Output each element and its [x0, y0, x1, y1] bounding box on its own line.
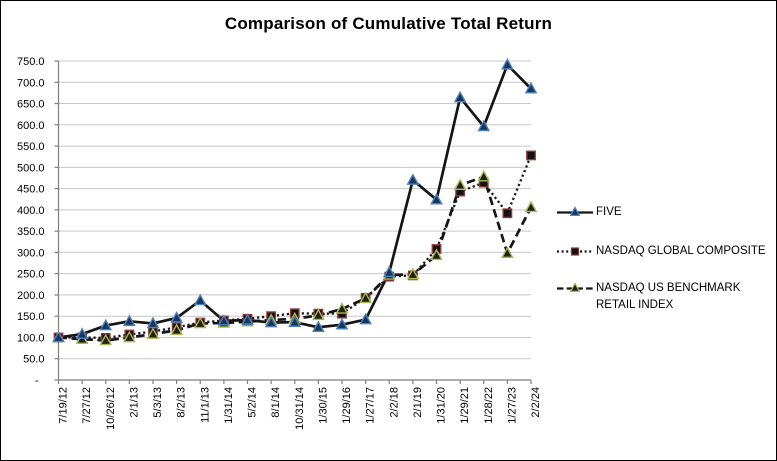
y-axis-tick-label: 50.0 — [23, 354, 44, 366]
square-marker — [526, 150, 536, 161]
triangle-marker — [430, 192, 443, 205]
triangle-marker — [99, 318, 113, 331]
triangle-marker — [359, 312, 373, 325]
square-marker — [502, 208, 513, 219]
y-axis-tick-label: 600.0 — [17, 120, 45, 132]
y-axis-tick-label: 700.0 — [17, 77, 45, 89]
dashed-line-triangle-marker-icon — [557, 282, 593, 292]
triangle-marker — [193, 293, 207, 306]
x-axis-tick-label: 7/27/12 — [81, 387, 93, 424]
triangle-marker — [122, 330, 136, 343]
legend-label: NASDAQ GLOBAL COMPOSITE — [596, 245, 766, 257]
x-axis-tick-label: 5/3/13 — [152, 387, 164, 418]
y-axis-tick-label: - — [35, 375, 39, 387]
legend-label: NASDAQ US BENCHMARK RETAIL INDEX — [596, 282, 741, 311]
solid-line-triangle-marker-icon — [557, 206, 593, 216]
chart-title: Comparison of Cumulative Total Return — [224, 14, 553, 33]
triangle-marker — [52, 330, 65, 343]
y-axis-tick-label: 300.0 — [17, 247, 45, 259]
x-axis-tick-label: 7/19/12 — [58, 387, 70, 424]
triangle-marker — [288, 315, 302, 327]
x-axis-tick-label: 1/31/14 — [223, 387, 235, 424]
triangle-marker — [477, 119, 491, 132]
x-axis-tick-label: 1/31/20 — [436, 387, 448, 424]
triangle-marker — [122, 314, 136, 327]
triangle-marker — [241, 313, 254, 325]
triangle-marker — [335, 317, 349, 330]
x-axis-tick-label: 8/1/14 — [270, 387, 282, 418]
x-axis-tick-label: 1/29/16 — [341, 387, 353, 424]
x-axis-tick-label: 1/30/15 — [317, 387, 329, 424]
triangle-marker — [264, 315, 278, 328]
triangle-marker — [524, 200, 538, 213]
triangle-marker — [453, 90, 467, 103]
x-axis-tick-label: 2/1/13 — [128, 387, 140, 418]
y-axis-tick-label: 500.0 — [17, 162, 45, 174]
triangle-marker — [406, 173, 420, 185]
y-axis-tick-label: 400.0 — [17, 205, 45, 217]
y-axis-tick-label: 150.0 — [17, 311, 45, 323]
x-axis-tick-label: 1/27/23 — [506, 387, 518, 424]
triangle-marker — [146, 327, 160, 339]
y-axis-tick-label: 250.0 — [17, 269, 45, 281]
triangle-marker — [311, 320, 325, 333]
y-axis-tick-label: 750.0 — [17, 56, 45, 68]
x-axis-tick-label: 5/2/14 — [247, 387, 259, 418]
triangle-marker — [500, 246, 514, 259]
y-axis-tick-label: 650.0 — [17, 99, 45, 111]
triangle-marker — [359, 291, 373, 304]
x-axis-tick-label: 2/2/24 — [530, 387, 542, 418]
triangle-marker — [217, 314, 231, 326]
x-axis-tick-label: 2/1/19 — [412, 387, 424, 418]
legend-label: FIVE — [596, 206, 622, 218]
series-line-five — [58, 63, 532, 339]
triangle-marker — [170, 323, 184, 336]
x-axis-tick-label: 1/28/22 — [483, 387, 495, 424]
dotted-line-square-marker-icon — [557, 247, 593, 256]
x-axis-tick-label: 1/29/21 — [459, 387, 471, 424]
y-axis-tick-label: 550.0 — [17, 141, 45, 153]
triangle-marker — [406, 267, 420, 280]
triangle-marker — [193, 316, 207, 329]
legend-item-five: FIVE — [557, 204, 773, 221]
x-axis-tick-label: 2/2/18 — [388, 387, 400, 418]
triangle-marker — [335, 302, 349, 314]
y-axis-tick-label: 100.0 — [17, 332, 45, 344]
x-axis-tick-label: 10/26/12 — [105, 387, 117, 430]
triangle-marker — [75, 327, 89, 339]
x-axis-tick-label: 11/1/13 — [199, 387, 211, 423]
triangle-marker — [500, 57, 514, 70]
x-axis-tick-label: 8/2/13 — [176, 387, 188, 418]
x-axis-tick-label: 1/27/17 — [365, 387, 377, 424]
x-axis-tick-label: 10/31/14 — [294, 387, 306, 430]
y-axis-tick-label: 350.0 — [17, 226, 45, 238]
triangle-marker — [382, 265, 396, 278]
triangle-marker — [170, 311, 184, 323]
triangle-marker — [311, 308, 325, 321]
triangle-marker — [524, 81, 538, 94]
triangle-marker — [146, 316, 160, 329]
triangle-marker — [99, 333, 113, 346]
legend-item-nasdaq-us-benchmark-retail-index: NASDAQ US BENCHMARK RETAIL INDEX — [557, 280, 773, 314]
triangle-marker — [477, 169, 491, 182]
triangle-marker — [430, 248, 443, 261]
legend-item-nasdaq-global-composite: NASDAQ GLOBAL COMPOSITE — [557, 243, 773, 260]
triangle-marker — [453, 178, 467, 190]
legend: FIVE NASDAQ GLOBAL COMPOSITE NASDAQ US B… — [557, 204, 773, 314]
y-axis-tick-label: 200.0 — [17, 290, 45, 302]
y-axis-tick-label: 450.0 — [17, 184, 45, 196]
